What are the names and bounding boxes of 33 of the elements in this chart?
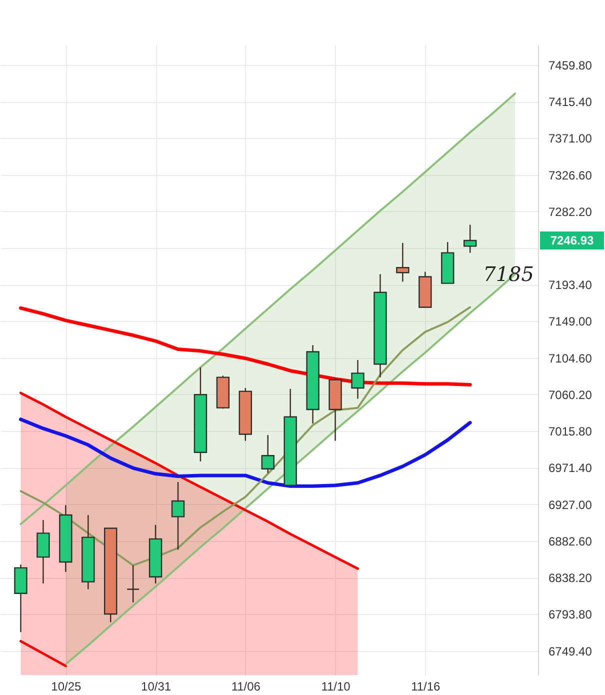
y-tick-label: 6749.40 xyxy=(548,644,592,658)
y-tick-label: 7282.20 xyxy=(548,204,592,219)
y-tick-label: 6882.60 xyxy=(548,534,592,548)
candlestick xyxy=(351,359,364,400)
y-tick-label: 6927.00 xyxy=(548,498,592,512)
candlestick xyxy=(261,434,274,474)
y-tick-label: 6838.20 xyxy=(548,571,592,586)
line-series xyxy=(20,306,472,566)
candlestick xyxy=(463,224,477,254)
y-tick-label: 7015.80 xyxy=(548,424,592,439)
candlestick xyxy=(36,519,50,584)
y-tick-label: 7149.00 xyxy=(548,314,592,329)
y-tick-label: 7104.60 xyxy=(548,351,592,366)
y-tick-label: 6971.40 xyxy=(548,461,592,476)
y-tick-label: 7326.60 xyxy=(548,168,592,182)
y-tick-label: 7459.80 xyxy=(548,58,592,72)
x-tick-label: 10/31 xyxy=(141,680,172,694)
y-tick-label: 7193.40 xyxy=(548,278,592,292)
x-tick-label: 10/25 xyxy=(51,680,82,694)
candlestick xyxy=(171,481,185,550)
candlestick xyxy=(396,242,410,282)
y-tick-label: 7371.00 xyxy=(548,132,592,146)
y-tick-label: 7060.20 xyxy=(548,388,592,402)
text: 7246.93 xyxy=(550,233,594,248)
x-tick-label: 11/16 xyxy=(411,680,441,694)
y-tick-label: 7415.40 xyxy=(548,95,592,110)
annotation: 7185 xyxy=(483,262,534,286)
line-series xyxy=(18,418,472,488)
candlestick xyxy=(126,564,140,604)
x-tick-label: 11/06 xyxy=(231,680,261,694)
x-tick-label: 11/10 xyxy=(321,680,351,694)
line-series xyxy=(19,392,359,570)
y-tick-label: 6793.80 xyxy=(548,608,592,622)
